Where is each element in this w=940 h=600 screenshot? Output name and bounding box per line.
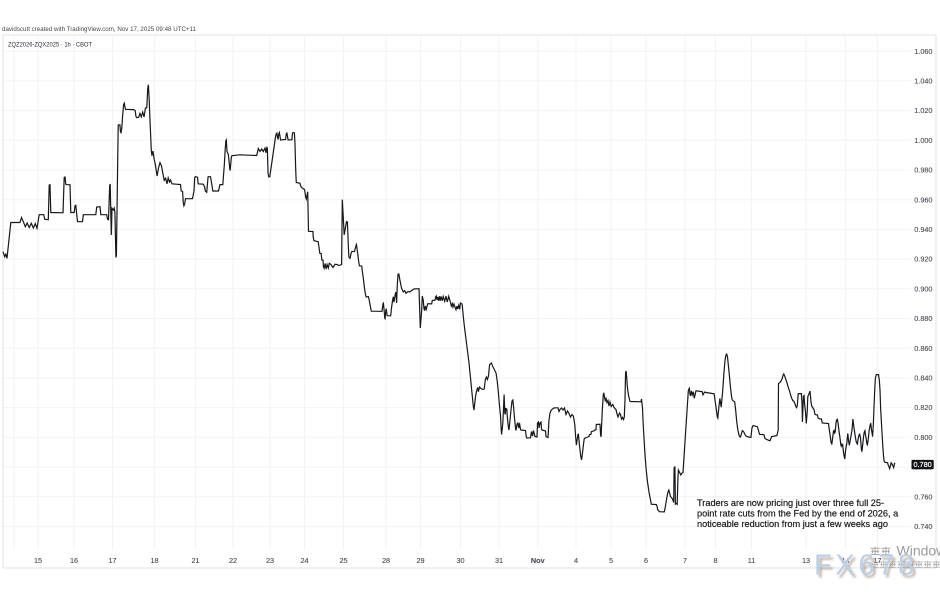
svg-text:5: 5 [609, 556, 613, 565]
svg-text:15: 15 [34, 556, 42, 565]
svg-text:0.820: 0.820 [914, 403, 932, 412]
svg-text:noticeable reduction from just: noticeable reduction from just a few wee… [697, 519, 888, 529]
svg-text:17: 17 [873, 556, 881, 565]
svg-text:4: 4 [574, 556, 578, 565]
svg-text:6: 6 [644, 556, 648, 565]
svg-text:28: 28 [382, 556, 390, 565]
svg-text:davidscutt created with Tradin: davidscutt created with TradingView.com,… [2, 26, 196, 33]
svg-text:18: 18 [150, 556, 158, 565]
svg-text:point rate cuts from the Fed b: point rate cuts from the Fed by the end … [697, 509, 899, 519]
svg-text:1.000: 1.000 [914, 136, 932, 145]
svg-text:Traders are now pricing just o: Traders are now pricing just over three … [697, 498, 884, 508]
svg-text:0.900: 0.900 [914, 284, 932, 293]
svg-text:24: 24 [300, 556, 308, 565]
svg-text:FX678: FX678 [814, 550, 918, 582]
svg-text:0.760: 0.760 [914, 492, 932, 501]
svg-text:13: 13 [802, 556, 810, 565]
svg-text:1.020: 1.020 [914, 106, 932, 115]
svg-text:29: 29 [416, 556, 424, 565]
svg-text:1.060: 1.060 [914, 47, 932, 56]
svg-text:16: 16 [70, 556, 78, 565]
svg-text:21: 21 [191, 556, 199, 565]
svg-text:23: 23 [266, 556, 274, 565]
svg-text:30: 30 [456, 556, 464, 565]
svg-text:0.860: 0.860 [914, 344, 932, 353]
svg-text:25: 25 [339, 556, 347, 565]
svg-text:0.840: 0.840 [914, 374, 932, 383]
svg-text:1.040: 1.040 [914, 77, 932, 86]
svg-text:0.740: 0.740 [914, 522, 932, 531]
svg-text:0.980: 0.980 [914, 166, 932, 175]
svg-text:11: 11 [748, 556, 756, 565]
svg-text:0.800: 0.800 [914, 433, 932, 442]
svg-text:31: 31 [495, 556, 503, 565]
svg-text:22: 22 [229, 556, 237, 565]
svg-text:Nov: Nov [531, 556, 546, 565]
svg-text:17: 17 [108, 556, 116, 565]
svg-text:0.920: 0.920 [914, 255, 932, 264]
svg-text:8: 8 [713, 556, 717, 565]
svg-text:FX678: FX678 [817, 553, 921, 585]
svg-text:7: 7 [683, 556, 687, 565]
svg-text:0.880: 0.880 [914, 314, 932, 323]
svg-text:0.780: 0.780 [913, 460, 931, 469]
svg-text:Windows: Windows [897, 543, 940, 559]
svg-text:0.940: 0.940 [914, 225, 932, 234]
svg-text:14: 14 [841, 556, 849, 565]
svg-text:0.960: 0.960 [914, 195, 932, 204]
svg-text:ZQZ2026-ZQX2025 · 1h · CBOT: ZQZ2026-ZQX2025 · 1h · CBOT [8, 42, 92, 49]
